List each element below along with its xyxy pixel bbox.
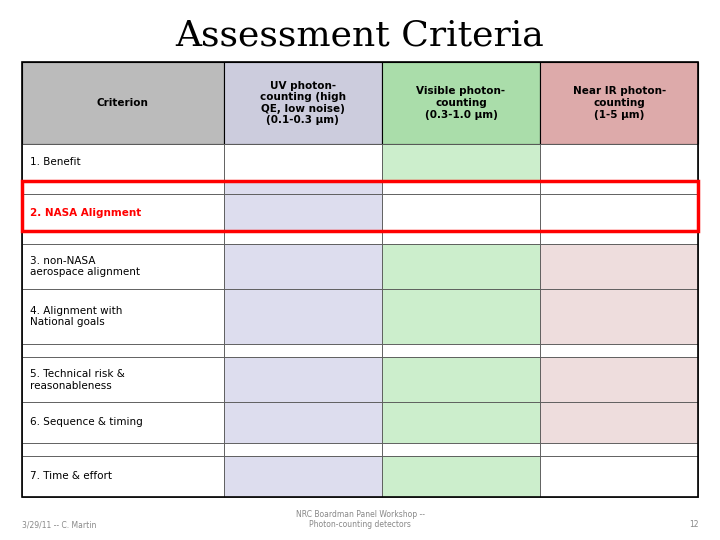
Bar	[22, 402, 224, 443]
Bar	[540, 402, 698, 443]
Bar	[22, 357, 224, 402]
Bar	[22, 194, 224, 231]
Text: Near IR photon-
counting
(1-5 μm): Near IR photon- counting (1-5 μm)	[572, 86, 666, 119]
Bar	[224, 244, 382, 289]
Text: 2. NASA Alignment: 2. NASA Alignment	[30, 207, 142, 218]
Bar	[382, 244, 540, 289]
Bar	[540, 181, 698, 194]
Text: Criterion: Criterion	[96, 98, 148, 108]
Bar	[382, 357, 540, 402]
Bar	[540, 62, 698, 144]
Text: NRC Boardman Panel Workshop --
Photon-counting detectors: NRC Boardman Panel Workshop -- Photon-co…	[295, 510, 425, 529]
Bar	[540, 194, 698, 231]
Bar	[22, 181, 698, 231]
Text: 3/29/11 -- C. Martin: 3/29/11 -- C. Martin	[22, 520, 96, 529]
Bar	[224, 181, 382, 194]
Bar	[224, 357, 382, 402]
Bar	[382, 62, 540, 144]
Bar	[22, 289, 224, 345]
Bar	[22, 443, 224, 456]
Bar	[22, 231, 224, 244]
Bar	[540, 456, 698, 497]
Text: Assessment Criteria: Assessment Criteria	[176, 19, 544, 53]
Text: 12: 12	[689, 520, 698, 529]
Bar	[224, 443, 382, 456]
Bar	[540, 231, 698, 244]
Bar	[224, 194, 382, 231]
Bar	[382, 345, 540, 357]
Bar	[540, 244, 698, 289]
Bar	[382, 456, 540, 497]
Bar	[540, 357, 698, 402]
Bar	[382, 144, 540, 181]
Bar	[224, 456, 382, 497]
Bar	[382, 289, 540, 345]
Text: 4. Alignment with
National goals: 4. Alignment with National goals	[30, 306, 122, 327]
Bar	[22, 345, 224, 357]
Bar	[224, 402, 382, 443]
Text: 3. non-NASA
aerospace alignment: 3. non-NASA aerospace alignment	[30, 255, 140, 277]
Bar	[224, 144, 382, 181]
Bar	[224, 345, 382, 357]
Bar	[382, 194, 540, 231]
Bar	[22, 181, 224, 194]
Bar	[540, 443, 698, 456]
Text: 1. Benefit: 1. Benefit	[30, 158, 81, 167]
Bar	[540, 345, 698, 357]
Bar	[224, 289, 382, 345]
Bar	[224, 62, 382, 144]
Bar	[382, 181, 540, 194]
Text: UV photon-
counting (high
QE, low noise)
(0.1-0.3 μm): UV photon- counting (high QE, low noise)…	[260, 80, 346, 125]
Bar	[540, 289, 698, 345]
Bar	[22, 456, 224, 497]
Bar	[382, 443, 540, 456]
Bar	[224, 231, 382, 244]
Bar	[22, 62, 224, 144]
Bar	[22, 62, 698, 497]
Text: Visible photon-
counting
(0.3-1.0 μm): Visible photon- counting (0.3-1.0 μm)	[416, 86, 505, 119]
Bar	[22, 144, 224, 181]
Bar	[382, 231, 540, 244]
Bar	[540, 144, 698, 181]
Text: 5. Technical risk &
reasonableness: 5. Technical risk & reasonableness	[30, 369, 125, 390]
Text: 7. Time & effort: 7. Time & effort	[30, 471, 112, 481]
Text: 6. Sequence & timing: 6. Sequence & timing	[30, 417, 143, 428]
Bar	[22, 244, 224, 289]
Bar	[382, 402, 540, 443]
